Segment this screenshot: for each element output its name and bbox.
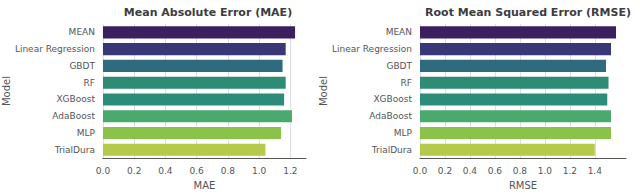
svg-text:Model: Model [318, 76, 329, 106]
svg-text:0.8: 0.8 [221, 166, 236, 176]
svg-text:MEAN: MEAN [69, 27, 95, 37]
svg-text:0.4: 0.4 [158, 166, 173, 176]
svg-text:RMSE: RMSE [509, 180, 537, 191]
svg-text:GBDT: GBDT [69, 61, 95, 71]
svg-text:Linear Regression: Linear Regression [15, 44, 95, 54]
svg-text:Linear Regression: Linear Regression [332, 44, 412, 54]
svg-text:1.4: 1.4 [588, 166, 603, 176]
svg-text:0.6: 0.6 [488, 166, 503, 176]
svg-text:RF: RF [401, 78, 412, 88]
svg-text:0.6: 0.6 [190, 166, 205, 176]
svg-text:1.2: 1.2 [563, 166, 577, 176]
svg-text:Root Mean Squared Error (RMSE): Root Mean Squared Error (RMSE) [425, 6, 631, 19]
svg-text:RF: RF [84, 78, 95, 88]
svg-text:XGBoost: XGBoost [56, 94, 95, 104]
svg-text:AdaBoost: AdaBoost [52, 111, 95, 121]
svg-text:MLP: MLP [77, 128, 96, 138]
svg-text:MLP: MLP [394, 128, 413, 138]
svg-text:0.2: 0.2 [438, 166, 452, 176]
svg-text:0.8: 0.8 [513, 166, 528, 176]
svg-text:MEAN: MEAN [386, 27, 412, 37]
svg-text:0.0: 0.0 [96, 166, 111, 176]
svg-text:0.2: 0.2 [127, 166, 141, 176]
svg-text:0.0: 0.0 [413, 166, 428, 176]
svg-text:0.4: 0.4 [463, 166, 478, 176]
svg-text:1.0: 1.0 [538, 166, 553, 176]
svg-text:1.0: 1.0 [252, 166, 267, 176]
svg-text:XGBoost: XGBoost [373, 94, 412, 104]
svg-text:AdaBoost: AdaBoost [369, 111, 412, 121]
svg-text:Model: Model [1, 76, 12, 106]
svg-text:TrialDura: TrialDura [371, 145, 412, 155]
svg-text:Mean Absolute Error (MAE): Mean Absolute Error (MAE) [124, 6, 292, 19]
svg-text:GBDT: GBDT [386, 61, 412, 71]
svg-text:MAE: MAE [194, 180, 216, 191]
svg-text:TrialDura: TrialDura [54, 145, 95, 155]
svg-text:1.2: 1.2 [283, 166, 297, 176]
